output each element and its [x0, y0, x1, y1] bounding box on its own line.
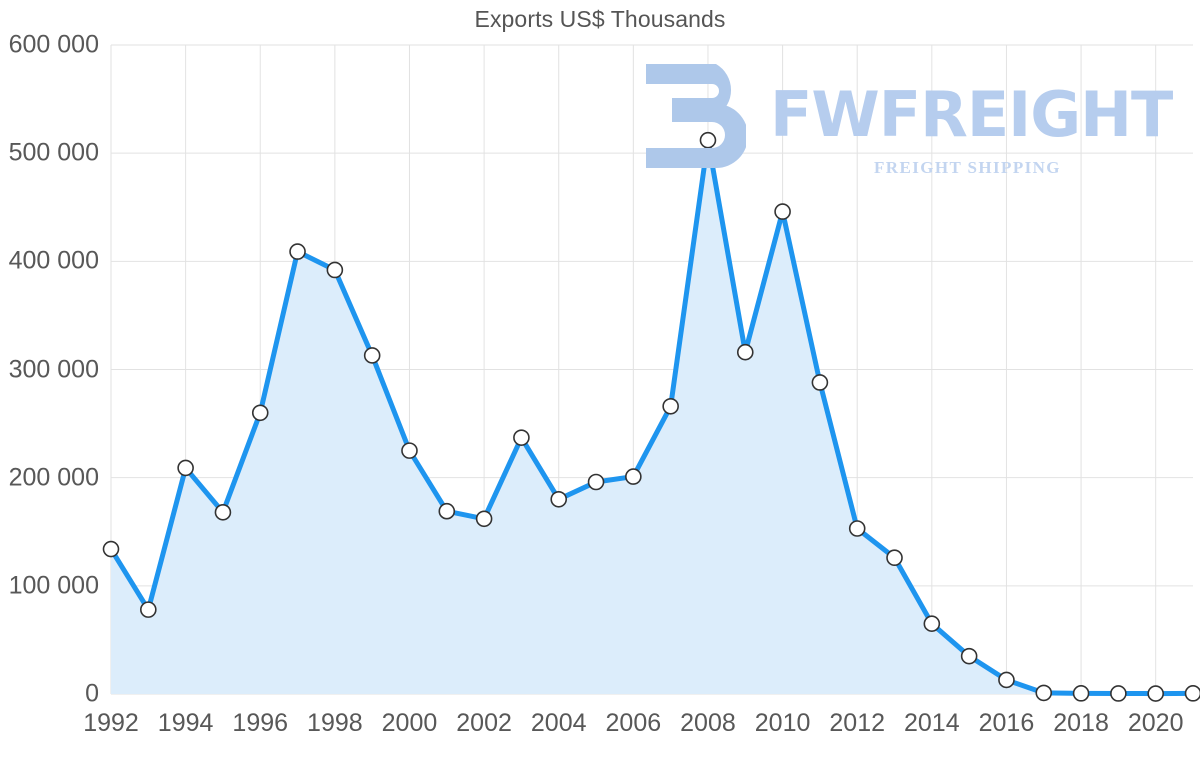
x-axis-tick-label: 2002: [456, 709, 512, 737]
x-axis-tick-label: 2020: [1127, 709, 1184, 737]
x-axis-tick-label: 2000: [381, 709, 438, 737]
y-axis-tick-label: 0: [85, 679, 99, 708]
area-fill: [111, 140, 1193, 695]
chart-title: Exports US$ Thousands: [474, 6, 726, 32]
y-axis-tick-label: 500 000: [8, 138, 99, 167]
x-axis-tick-label: 1998: [307, 709, 363, 737]
y-axis-tick-label: 100 000: [8, 571, 99, 600]
y-axis-tick-label: 200 000: [8, 463, 99, 492]
y-axis-tick-label: 400 000: [8, 246, 99, 275]
x-axis-tick-label: 2008: [680, 709, 736, 737]
x-axis-tick-label: 2018: [1053, 709, 1109, 737]
x-axis-tick-label: 2004: [530, 709, 587, 737]
x-axis-tick-label: 2012: [829, 709, 886, 737]
y-axis-tick-label: 300 000: [8, 355, 99, 383]
x-axis-tick-label: 2014: [904, 709, 960, 737]
x-axis-tick-label: 2016: [978, 709, 1035, 737]
x-axis-tick-label: 2010: [754, 709, 811, 737]
x-axis-tick-label: 1994: [157, 709, 214, 737]
y-axis-tick-label: 600 000: [8, 30, 99, 59]
x-axis-tick-label: 1992: [83, 709, 139, 737]
x-axis-tick-label: 2006: [605, 709, 662, 737]
x-axis-tick-label: 1996: [232, 709, 289, 737]
